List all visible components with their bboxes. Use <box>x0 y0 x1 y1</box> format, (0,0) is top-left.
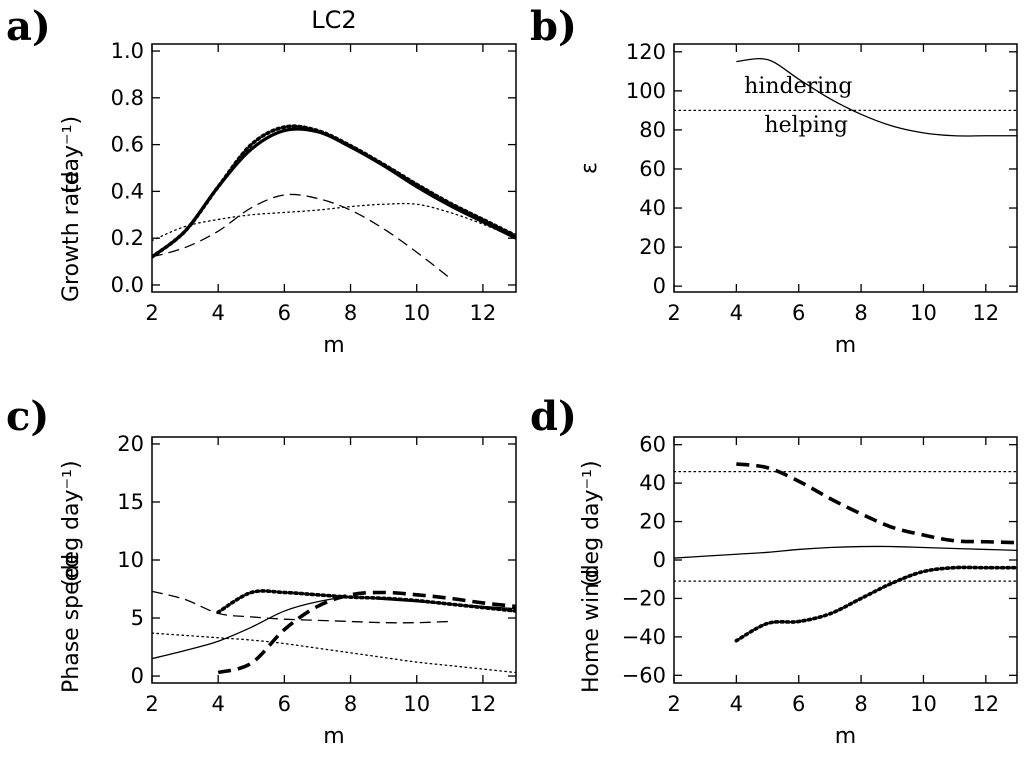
series-line-dotted-thick <box>734 565 1017 643</box>
y-tick-label: 0.2 <box>111 226 144 250</box>
x-axis-label: m <box>835 724 856 749</box>
plot-frame <box>151 43 517 293</box>
x-tick-label: 4 <box>211 692 224 716</box>
series-line-solid <box>674 545 1017 559</box>
x-tick-label: 10 <box>403 301 430 325</box>
y-tick-label: 80 <box>639 118 666 142</box>
series-line-dotted-thick <box>216 589 516 615</box>
y-tick-label: 20 <box>639 235 666 259</box>
x-tick-label: 10 <box>910 301 937 325</box>
plot-frame <box>673 43 1018 293</box>
y-axis-unit: (deg day⁻¹) <box>59 460 84 587</box>
x-tick-label: 8 <box>344 692 357 716</box>
y-axis-unit: (day⁻¹) <box>59 116 84 194</box>
chart-title: LC2 <box>311 6 356 34</box>
x-tick-label: 4 <box>730 301 743 325</box>
y-tick-label: 20 <box>639 510 666 534</box>
y-tick-label: 40 <box>639 471 666 495</box>
y-tick-label: 10 <box>117 548 144 572</box>
plot-frame <box>151 436 517 684</box>
x-tick-label: 2 <box>667 301 680 325</box>
x-tick-label: 2 <box>145 301 158 325</box>
chart-panel-d: d) 2 4 6 8 10 12 −60 −40 −20 0 20 40 60 m Home wind(deg… <box>530 393 1018 749</box>
y-tick-label: 5 <box>131 606 144 630</box>
plot-frame <box>673 436 1018 684</box>
x-axis-label: m <box>323 724 344 749</box>
panel-letter: d) <box>530 393 577 440</box>
x-tick-label: 10 <box>910 692 937 716</box>
y-tick-label: 120 <box>626 40 666 64</box>
x-axis-label: m <box>835 333 856 358</box>
series-line-dashed <box>152 193 451 279</box>
y-tick-label: 60 <box>639 157 666 181</box>
panel-letter: a) <box>6 3 51 50</box>
series-line-dashed <box>152 590 450 624</box>
y-tick-label: 0.6 <box>111 133 144 157</box>
y-axis-label: ε <box>577 162 602 174</box>
x-tick-label: 2 <box>667 692 680 716</box>
y-tick-label: 60 <box>639 433 666 457</box>
y-axis-label: Home wind <box>579 569 604 693</box>
chart-panel-b: b)2 4 6 8 10 12020406080100120mεhinderinghelp… <box>530 3 1018 358</box>
y-tick-label: −40 <box>622 625 666 649</box>
chart-panel-a: a) LC2 2 4 6 8 10 12 0.0 0.2 0.4 0.6 0.8 1.0 m Growth r… <box>6 3 517 358</box>
y-tick-label: 0.0 <box>111 273 144 297</box>
series-line-dotted <box>152 202 516 242</box>
y-tick-label: 1.0 <box>111 39 144 63</box>
y-tick-label: 0 <box>131 664 144 688</box>
x-tick-label: 6 <box>278 301 291 325</box>
y-axis-label: Growth rate <box>59 171 84 302</box>
x-tick-label: 8 <box>344 301 357 325</box>
x-tick-label: 4 <box>211 301 224 325</box>
x-tick-label: 12 <box>972 301 999 325</box>
y-tick-label: 15 <box>117 490 144 514</box>
series-line-dashed-thick <box>217 590 516 675</box>
y-axis-unit: (deg day⁻¹) <box>579 460 604 587</box>
x-tick-label: 12 <box>470 692 497 716</box>
y-axis-label: Phase speed <box>59 554 84 693</box>
y-tick-label: 0 <box>653 274 666 298</box>
y-tick-label: 100 <box>626 79 666 103</box>
panel-letter: c) <box>6 393 49 440</box>
y-tick-label: 20 <box>117 432 144 456</box>
x-tick-label: 6 <box>278 692 291 716</box>
y-tick-label: 0.8 <box>111 86 144 110</box>
series-line-solid <box>736 57 1017 137</box>
x-tick-label: 12 <box>470 301 497 325</box>
panel-letter: b) <box>530 3 577 50</box>
chart-panel-c: c) 2 4 6 8 10 12 0 5 10 15 20 m Phase speed(deg day⁻¹… <box>6 393 517 749</box>
x-tick-label: 10 <box>403 692 430 716</box>
annotation-text: helping <box>764 113 848 138</box>
y-tick-label: 0 <box>653 548 666 572</box>
y-tick-label: −20 <box>622 586 666 610</box>
x-tick-label: 8 <box>854 301 867 325</box>
series-line-dashed-thick <box>736 462 1017 545</box>
x-tick-label: 6 <box>792 301 805 325</box>
x-tick-label: 6 <box>792 692 805 716</box>
x-axis-label: m <box>323 333 344 358</box>
series-line-dotted <box>152 632 516 674</box>
x-tick-label: 12 <box>972 692 999 716</box>
y-tick-label: 40 <box>639 196 666 220</box>
annotation-text: hindering <box>744 74 852 99</box>
x-tick-label: 2 <box>145 692 158 716</box>
series-line-dotted-thick <box>152 124 516 259</box>
y-tick-label: −60 <box>622 663 666 687</box>
y-tick-label: 0.4 <box>111 179 144 203</box>
x-tick-label: 4 <box>730 692 743 716</box>
x-tick-label: 8 <box>854 692 867 716</box>
